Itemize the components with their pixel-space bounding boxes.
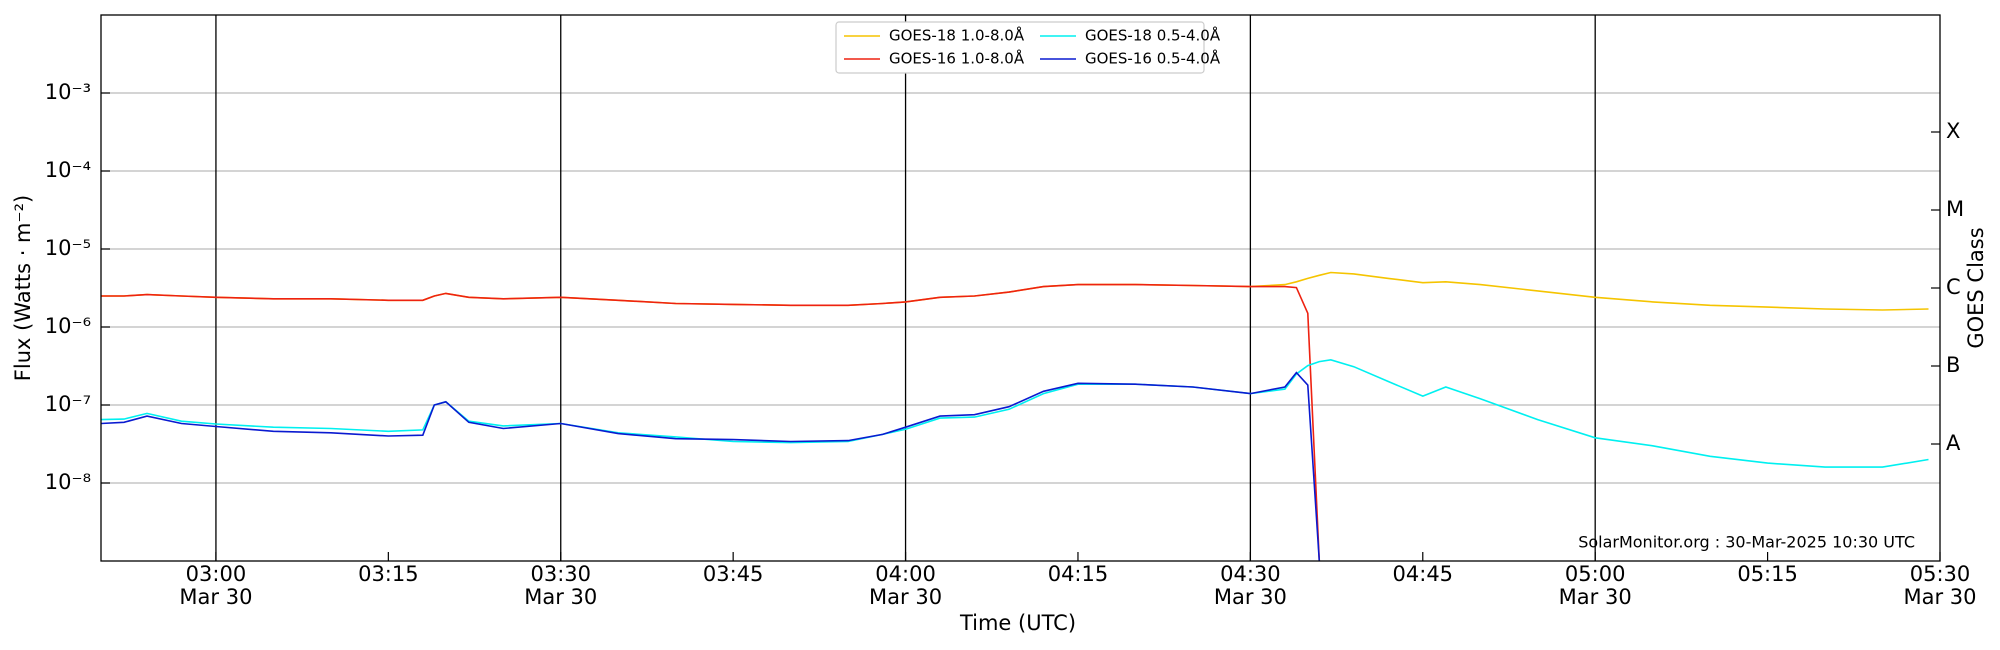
y-tick-label: 10⁻⁴ — [45, 158, 91, 182]
series-line — [101, 283, 1321, 561]
y-axis-label: Flux (Watts · m⁻²) — [11, 195, 35, 381]
y2-tick-label: A — [1946, 431, 1961, 455]
grid-layer — [101, 15, 1940, 561]
x-tick-label: 03:00 — [186, 562, 247, 586]
y-tick-label: 10⁻³ — [45, 80, 91, 104]
x-tick-date: Mar 30 — [1214, 585, 1287, 609]
legend-label: GOES-18 1.0-8.0Å — [889, 26, 1025, 45]
y-tick-label: 10⁻⁵ — [45, 236, 91, 260]
legend-label: GOES-18 0.5-4.0Å — [1085, 26, 1221, 45]
y2-axis-label: GOES Class — [1964, 227, 1988, 348]
x-tick-label: 05:15 — [1737, 562, 1798, 586]
x-tick-date: Mar 30 — [869, 585, 942, 609]
x-tick-label: 04:00 — [875, 562, 936, 586]
x-tick-label: 05:00 — [1565, 562, 1626, 586]
y2-tick-label: M — [1946, 197, 1964, 221]
x-tick-date: Mar 30 — [179, 585, 252, 609]
x-axis-label: Time (UTC) — [959, 611, 1076, 635]
x-tick-date: Mar 30 — [1903, 585, 1976, 609]
series-line — [101, 358, 1929, 468]
y2-tick-label: B — [1946, 353, 1960, 377]
x-tick-label: 05:30 — [1910, 562, 1971, 586]
y-tick-label: 10⁻⁷ — [45, 392, 91, 416]
y2-tick-label: C — [1946, 275, 1961, 299]
x-tick-label: 04:45 — [1393, 562, 1454, 586]
legend-label: GOES-16 0.5-4.0Å — [1085, 49, 1221, 68]
legend-label: GOES-16 1.0-8.0Å — [889, 49, 1025, 68]
y-tick-label: 10⁻⁶ — [45, 314, 91, 338]
series-line — [101, 371, 1321, 561]
x-tick-label: 04:30 — [1220, 562, 1281, 586]
x-tick-label: 03:30 — [530, 562, 591, 586]
y2-tick-label: X — [1946, 119, 1960, 143]
x-tick-label: 04:15 — [1048, 562, 1109, 586]
legend-box — [835, 21, 1205, 74]
x-tick-date: Mar 30 — [524, 585, 597, 609]
series-layer — [101, 271, 1929, 561]
x-tick-date: Mar 30 — [1559, 585, 1632, 609]
x-tick-label: 03:45 — [703, 562, 764, 586]
y-tick-label: 10⁻⁸ — [45, 470, 91, 494]
annotation: SolarMonitor.org : 30-Mar-2025 10:30 UTC — [1578, 533, 1915, 552]
x-tick-label: 03:15 — [358, 562, 419, 586]
